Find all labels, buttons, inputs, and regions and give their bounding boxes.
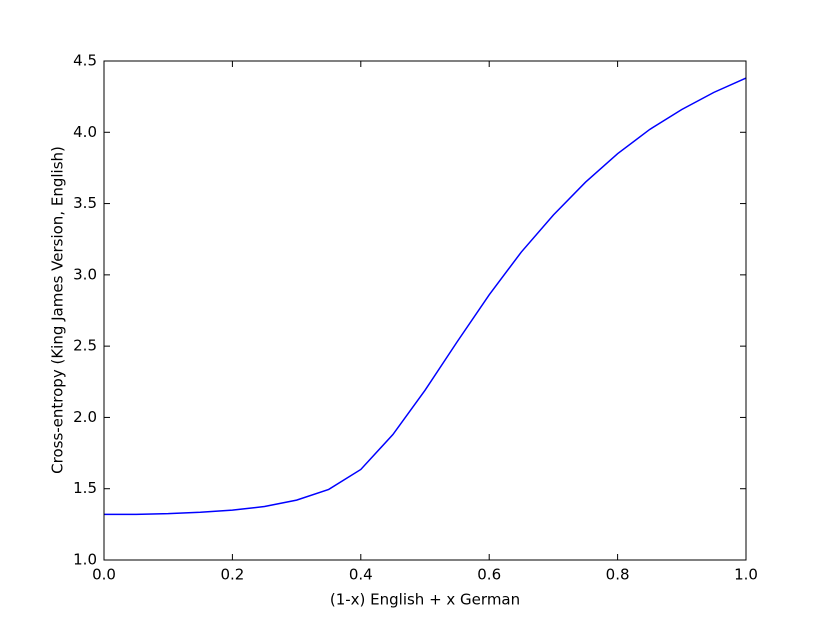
y-tick-label: 4.5 [73,52,97,70]
y-tick-label: 2.5 [73,337,97,355]
y-tick-label: 1.0 [73,551,97,569]
x-tick-label: 1.0 [734,566,758,584]
y-tick-label: 3.0 [73,265,97,283]
x-axis-label: (1-x) English + x German [330,591,520,609]
plot-frame [103,60,747,561]
x-tick-label: 0.2 [220,566,244,584]
y-axis-label: Cross-entropy (King James Version, Engli… [49,146,67,474]
y-tick-label: 4.0 [73,123,97,141]
y-tick-label: 1.5 [73,479,97,497]
x-tick-label: 0.6 [477,566,501,584]
x-tick-label: 0.8 [606,566,630,584]
x-tick-label: 0.0 [92,566,116,584]
line-series [104,77,747,516]
y-tick-label: 3.5 [73,194,97,212]
x-tick-label: 0.4 [349,566,373,584]
y-tick-label: 2.0 [73,408,97,426]
